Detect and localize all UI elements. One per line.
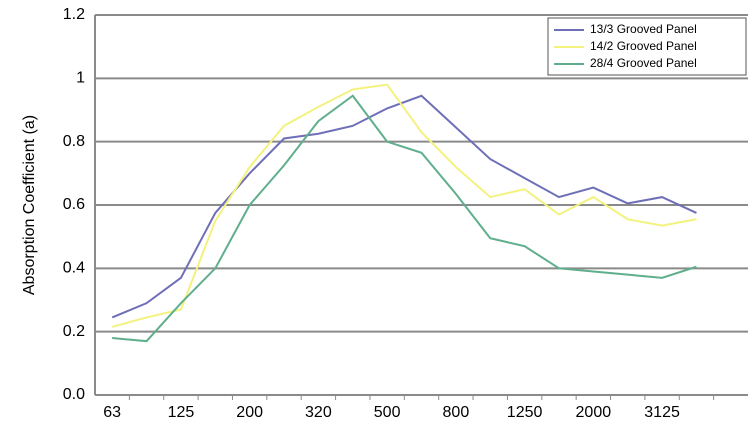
x-tick-label: 125 [168, 404, 195, 421]
legend-label: 28/4 Grooved Panel [590, 56, 697, 70]
x-tick-label: 1250 [507, 404, 543, 421]
legend-label: 14/2 Grooved Panel [590, 39, 697, 53]
y-tick-label: 0.8 [63, 133, 85, 150]
x-tick-label: 63 [103, 404, 121, 421]
y-tick-label: 0.2 [63, 323, 85, 340]
series-line [112, 94, 697, 343]
y-tick-label: 0.0 [63, 386, 85, 403]
series-line [111, 83, 697, 328]
y-tick-label: 0.6 [63, 196, 85, 213]
y-axis-label: Absorption Coefficient (a) [21, 115, 38, 295]
x-tick-label: 800 [443, 404, 470, 421]
y-tick-label: 1 [76, 70, 85, 87]
series-line [111, 94, 697, 319]
legend-label: 13/3 Grooved Panel [590, 22, 697, 36]
x-tick-label: 200 [236, 404, 263, 421]
x-tick-label: 500 [374, 404, 401, 421]
x-tick-label: 320 [305, 404, 332, 421]
x-tick-label: 3125 [644, 404, 680, 421]
x-tick-label: 2000 [576, 404, 612, 421]
y-tick-label: 0.4 [63, 260, 85, 277]
y-tick-label: 1.2 [63, 6, 85, 23]
